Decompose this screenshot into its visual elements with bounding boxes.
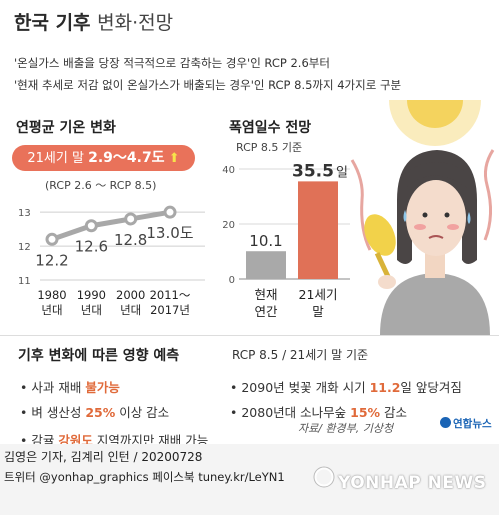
temp-chart-subtitle: (RCP 2.6 ～ RCP 8.5) (45, 179, 157, 192)
eye-icon (444, 212, 450, 218)
temp-highlight-pill: 21세기 말 2.9～4.7도 ⬆ (12, 145, 195, 171)
temp-x-label: 2000 년대 (103, 288, 159, 318)
pill-prefix: 21세기 말 (27, 151, 84, 166)
temp-series: 12.2 12.6 12.8 13.0도 (35, 205, 194, 269)
heat-data-label: 35.5 (292, 161, 334, 181)
impact-item-cherry-blossom: • 2090년 벚꽃 개화 시기 11.2일 앞당겨짐 (230, 380, 462, 395)
bullet-icon: • (230, 405, 242, 420)
heat-wave-icon (483, 149, 495, 241)
heat-wave-icon (350, 159, 372, 251)
bullet-icon: • (230, 380, 242, 395)
fan-handle-icon (374, 252, 393, 282)
globe-icon (440, 417, 451, 428)
blush-icon (414, 224, 426, 230)
heat-unit-label: 일 (336, 165, 348, 180)
temp-x-label: 1980 년대 (24, 288, 80, 318)
impact-item-rice: • 벼 생산성 25% 이상 감소 (20, 405, 170, 420)
temp-y-tick: 11 (18, 276, 31, 287)
temp-point (84, 219, 98, 233)
temp-point (163, 205, 177, 219)
blush-icon (447, 224, 459, 230)
temp-line-chart: 13 12 11 12.2 12.6 12.8 13.0도 (18, 205, 205, 287)
intro-line-1: '온실가스 배출을 당장 적극적으로 감축하는 경우'인 RCP 2.6부터 (14, 56, 330, 70)
bullet-icon: • (20, 380, 32, 395)
mouth-icon (428, 235, 444, 239)
up-arrow-icon: ⬆ (168, 151, 180, 166)
heat-bar (246, 251, 286, 279)
temp-x-label: 2011～ 2017년 (142, 288, 198, 318)
social-line: 트위터 @yonhap_graphics 페이스북 tuney.kr/LeYN1 (4, 470, 285, 484)
bullet-icon: • (20, 405, 32, 420)
heat-y-tick: 40 (222, 165, 235, 176)
shirt-icon (380, 273, 490, 335)
temp-data-label: 13.0도 (146, 224, 193, 242)
heat-chart-title: 폭염일수 전망 (229, 120, 312, 136)
heat-x-label-line: 21세기 (298, 287, 338, 302)
temp-x-label-line: 1980 (37, 288, 67, 302)
temp-chart-title: 연평균 기온 변화 (16, 120, 116, 136)
bangs-icon (405, 162, 467, 188)
temp-data-label: 12.6 (75, 238, 108, 256)
temp-x-label-line: 2000 (116, 288, 146, 302)
sweating-woman-illustration (350, 100, 495, 335)
page-title: 한국 기후 변화·전망 (14, 8, 173, 35)
heat-bar (298, 181, 338, 279)
hand-icon (378, 275, 396, 289)
heat-y-tick: 20 (222, 220, 235, 231)
footer-band (0, 444, 499, 515)
temp-grid: 13 12 11 (18, 208, 205, 287)
sweat-drop-icon (403, 210, 407, 222)
heat-chart-subtitle: RCP 8.5 기준 (236, 141, 303, 154)
intro-line-2: '현재 추세로 저감 없이 온실가스가 배출되는 경우'인 RCP 8.5까지 … (14, 78, 402, 92)
face-icon (406, 180, 466, 256)
bullet-icon: • (20, 433, 32, 448)
temp-x-label-line: 2011～ (149, 288, 191, 302)
sweat-drop-icon (467, 212, 471, 224)
heat-bar-chart: 40 20 0 10.1 35.5 일 (222, 161, 350, 286)
temp-data-label: 12.2 (35, 251, 68, 269)
yonhap-logo: 연합뉴스 (440, 416, 492, 431)
temp-series-line (49, 209, 173, 242)
temp-data-label: 12.8 (114, 231, 147, 249)
heat-data-label: 10.1 (249, 232, 282, 250)
temp-x-label-line: 년대 (41, 303, 63, 317)
neck-icon (425, 250, 445, 278)
heat-x-label-line: 말 (312, 304, 324, 319)
watermark-logo-icon (313, 466, 335, 488)
heat-y-tick: 0 (229, 275, 235, 286)
impact-title: 기후 변화에 따른 영향 예측 (18, 348, 180, 364)
watermark-text: YONHAP NEWS (338, 473, 487, 493)
title-bold: 한국 기후 (14, 12, 91, 34)
title-light: 변화·전망 (97, 12, 174, 34)
credit-line: 김영은 기자, 김계리 인턴 / 20200728 (4, 450, 203, 464)
eye-icon (422, 212, 428, 218)
impact-item-pine-forest: • 2080년대 소나무숲 15% 감소 (230, 405, 408, 420)
temp-x-label-line: 1990 (76, 288, 106, 302)
pill-value: 2.9～4.7도 (88, 150, 165, 166)
heat-bars: 10.1 35.5 일 (246, 161, 348, 279)
temp-x-label-line: 년대 (120, 303, 142, 317)
temp-x-label-line: 년대 (80, 303, 102, 317)
heat-x-label-line: 연간 (254, 304, 278, 319)
source-note: 자료/ 환경부, 기상청 (298, 422, 394, 435)
temp-y-tick: 12 (18, 242, 31, 253)
hand-fan-icon (364, 214, 396, 256)
divider (0, 335, 499, 336)
impact-item-apple: • 사과 재배 불가능 (20, 380, 120, 395)
sun-icon (407, 100, 463, 128)
heat-x-label-line: 현재 (254, 287, 278, 302)
temp-point (45, 232, 59, 246)
temp-point (124, 212, 138, 226)
impact-subtitle: RCP 8.5 / 21세기 말 기준 (232, 348, 369, 362)
temp-y-tick: 13 (18, 208, 31, 219)
temp-x-label-line: 2017년 (150, 303, 190, 317)
temp-x-label: 1990 년대 (63, 288, 119, 318)
